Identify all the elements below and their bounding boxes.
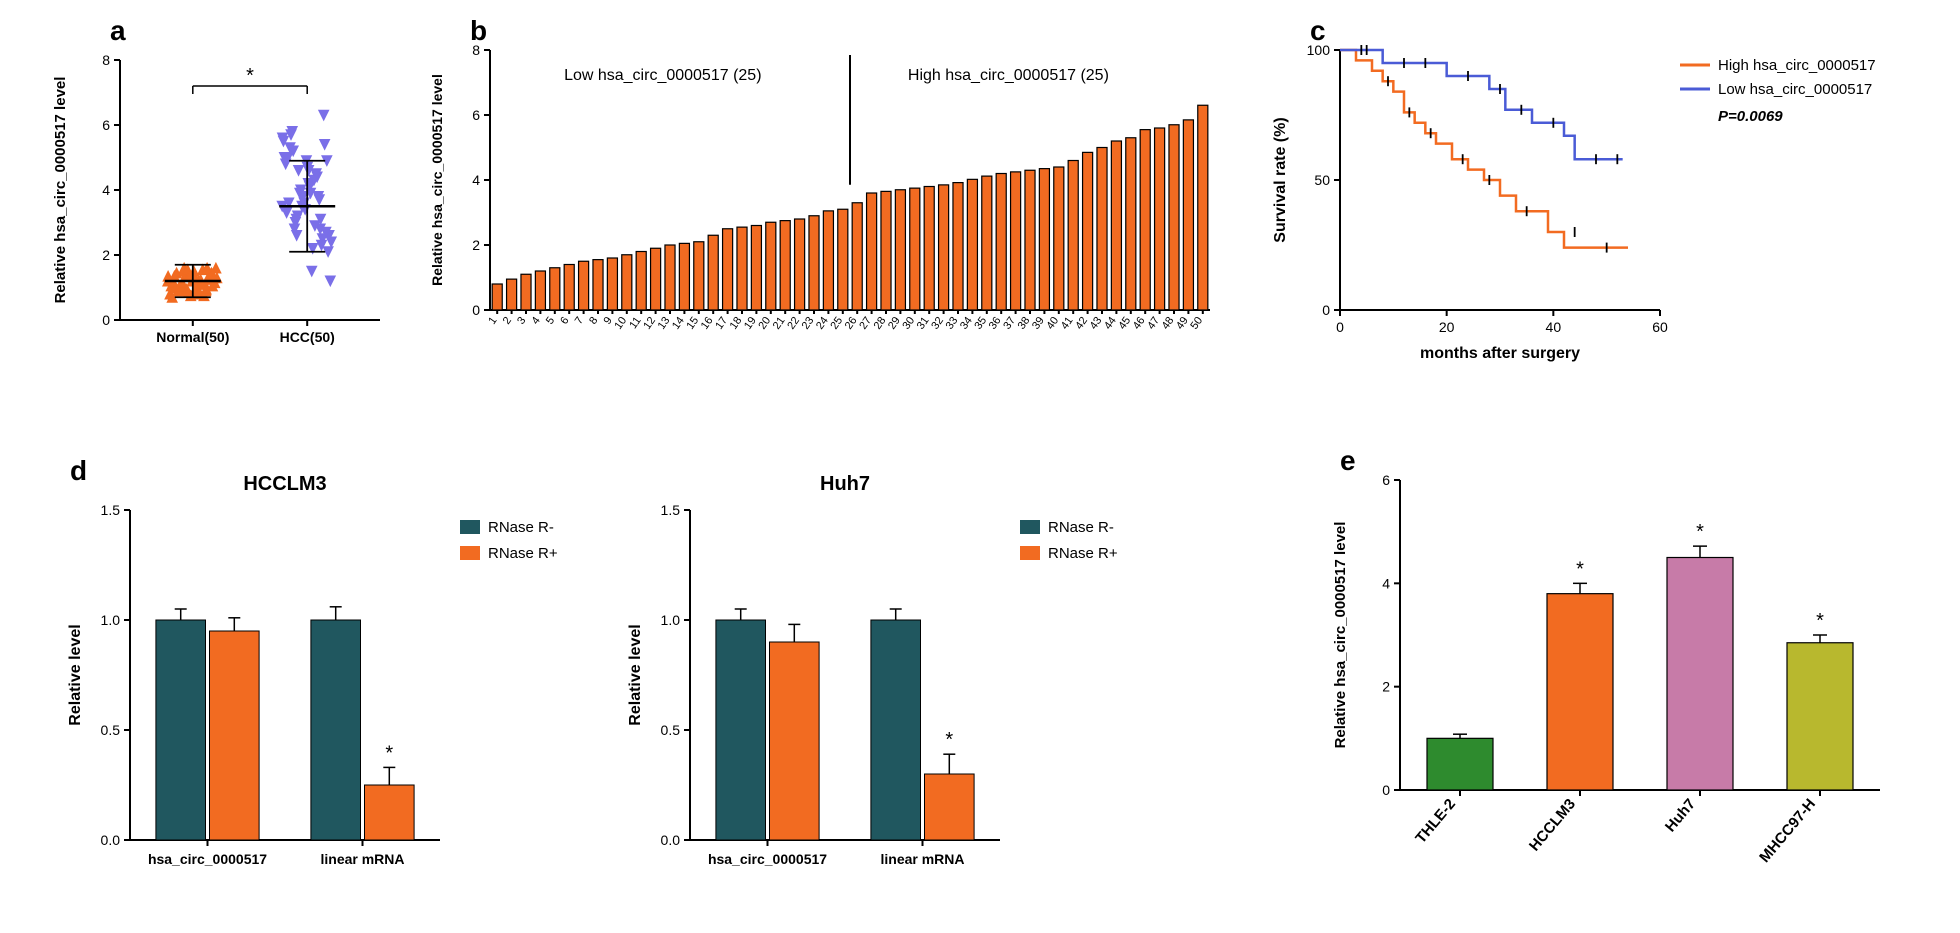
svg-text:6: 6	[1382, 472, 1390, 488]
svg-text:Relative hsa_circ_0000517 leve: Relative hsa_circ_0000517 level	[429, 74, 445, 286]
svg-text:1.5: 1.5	[101, 502, 121, 518]
svg-text:*: *	[385, 742, 393, 764]
svg-text:1: 1	[486, 315, 499, 327]
svg-text:50: 50	[1314, 172, 1330, 188]
svg-text:1.5: 1.5	[661, 502, 681, 518]
svg-text:7: 7	[573, 315, 586, 327]
svg-text:linear mRNA: linear mRNA	[880, 851, 964, 867]
svg-text:*: *	[945, 729, 953, 751]
svg-text:High hsa_circ_0000517: High hsa_circ_0000517	[1718, 57, 1876, 74]
svg-text:hsa_circ_0000517: hsa_circ_0000517	[148, 851, 267, 867]
panel-c-label: c	[1310, 15, 1326, 47]
svg-text:RNase R-: RNase R-	[1048, 519, 1114, 536]
panel-a-label: a	[110, 15, 126, 47]
panel-c: c 0501000204060Survival rate (%)months a…	[1250, 20, 1940, 380]
svg-text:*: *	[246, 65, 254, 87]
svg-text:High hsa_circ_0000517 (25): High hsa_circ_0000517 (25)	[908, 67, 1109, 84]
svg-text:0.5: 0.5	[661, 722, 681, 738]
svg-text:3: 3	[515, 315, 528, 327]
svg-text:months after surgery: months after surgery	[1420, 345, 1580, 362]
svg-text:Survival rate (%): Survival rate (%)	[1272, 117, 1289, 242]
svg-text:0.0: 0.0	[101, 832, 121, 848]
svg-text:THLE-2: THLE-2	[1412, 796, 1459, 847]
svg-text:HCCLM3: HCCLM3	[1526, 796, 1579, 855]
svg-text:linear mRNA: linear mRNA	[320, 851, 404, 867]
svg-text:hsa_circ_0000517: hsa_circ_0000517	[708, 851, 827, 867]
svg-text:RNase R-: RNase R-	[488, 519, 554, 536]
svg-text:20: 20	[1439, 319, 1455, 335]
svg-text:2: 2	[1382, 679, 1390, 695]
svg-text:HCC(50): HCC(50)	[280, 329, 335, 345]
svg-text:Relative hsa_circ_0000517 leve: Relative hsa_circ_0000517 level	[1332, 522, 1349, 749]
svg-text:8: 8	[102, 52, 110, 68]
svg-text:0: 0	[1382, 782, 1390, 798]
svg-text:50: 50	[1188, 315, 1205, 332]
panel-b: b 02468Relative hsa_circ_0000517 level12…	[410, 20, 1230, 380]
svg-text:4: 4	[472, 172, 480, 188]
svg-text:RNase R+: RNase R+	[1048, 545, 1118, 562]
svg-text:Huh7: Huh7	[820, 473, 870, 495]
panel-b-label: b	[470, 15, 487, 47]
svg-text:Relative level: Relative level	[67, 624, 84, 725]
svg-text:0.0: 0.0	[661, 832, 681, 848]
svg-text:0: 0	[1322, 302, 1330, 318]
svg-text:6: 6	[472, 107, 480, 123]
svg-text:5: 5	[544, 315, 557, 327]
svg-text:40: 40	[1546, 319, 1562, 335]
svg-text:Relative level: Relative level	[627, 624, 644, 725]
svg-text:Normal(50): Normal(50)	[156, 329, 229, 345]
svg-text:*: *	[1816, 610, 1824, 632]
svg-text:6: 6	[558, 315, 571, 327]
svg-text:Low hsa_circ_0000517: Low hsa_circ_0000517	[1718, 81, 1872, 98]
figure: a 02468Relative hsa_circ_0000517 levelNo…	[20, 20, 1940, 913]
svg-text:60: 60	[1652, 319, 1668, 335]
svg-text:RNase R+: RNase R+	[488, 545, 558, 562]
svg-text:P=0.0069: P=0.0069	[1718, 108, 1783, 125]
panel-a: a 02468Relative hsa_circ_0000517 levelNo…	[20, 20, 400, 380]
svg-text:HCCLM3: HCCLM3	[243, 473, 326, 495]
svg-text:Low hsa_circ_0000517 (25): Low hsa_circ_0000517 (25)	[564, 67, 761, 84]
svg-text:11: 11	[627, 315, 643, 331]
panel-e-label: e	[1340, 445, 1356, 477]
svg-text:1.0: 1.0	[661, 612, 681, 628]
svg-text:4: 4	[530, 315, 543, 327]
svg-text:8: 8	[587, 315, 600, 327]
svg-text:*: *	[1696, 521, 1704, 543]
svg-text:6: 6	[102, 117, 110, 133]
svg-text:0: 0	[102, 312, 110, 328]
svg-text:Relative hsa_circ_0000517 leve: Relative hsa_circ_0000517 level	[52, 77, 69, 304]
svg-text:2: 2	[102, 247, 110, 263]
panel-e: e 0246Relative hsa_circ_0000517 levelTHL…	[1310, 450, 1910, 900]
svg-text:0: 0	[472, 302, 480, 318]
svg-text:1.0: 1.0	[101, 612, 121, 628]
svg-text:Huh7: Huh7	[1662, 796, 1699, 836]
svg-text:0.5: 0.5	[101, 722, 121, 738]
panel-d: d 0.00.51.01.5Relative levelHCCLM3hsa_ci…	[20, 460, 1220, 900]
svg-text:*: *	[1576, 558, 1584, 580]
svg-text:MHCC97-H: MHCC97-H	[1756, 796, 1819, 866]
svg-text:2: 2	[501, 315, 514, 327]
svg-text:2: 2	[472, 237, 480, 253]
svg-text:4: 4	[102, 182, 110, 198]
svg-text:4: 4	[1382, 575, 1390, 591]
svg-text:0: 0	[1336, 319, 1344, 335]
